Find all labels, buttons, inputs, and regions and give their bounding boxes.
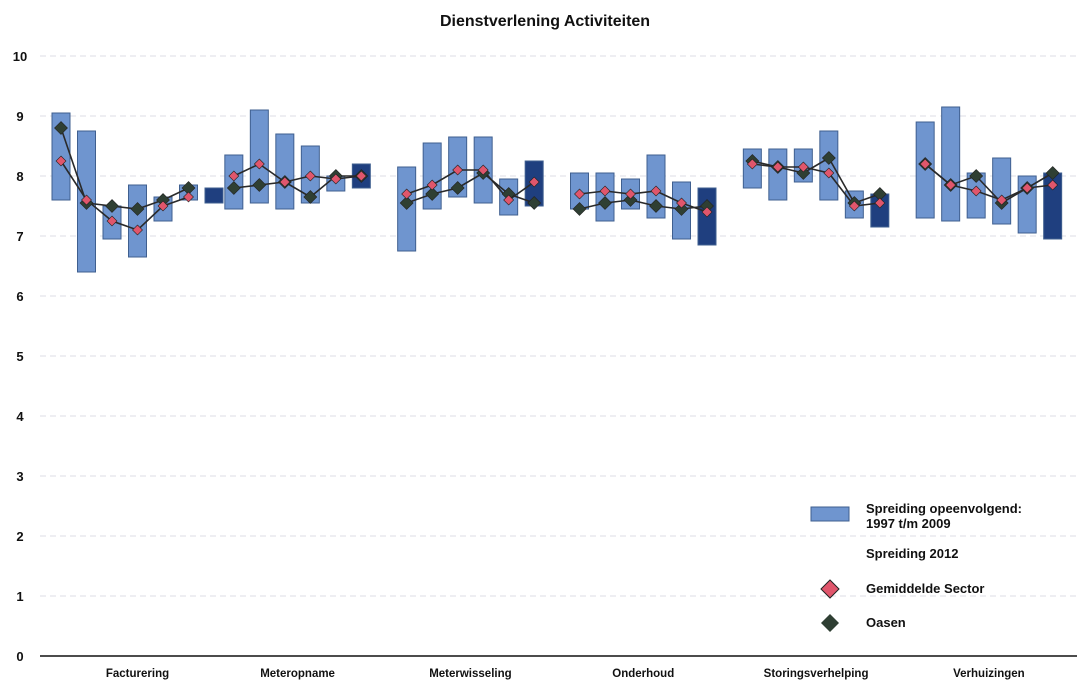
oasen-marker bbox=[821, 151, 836, 165]
y-tick-label: 8 bbox=[16, 169, 23, 184]
oasen-marker bbox=[796, 166, 811, 180]
y-tick-label: 1 bbox=[16, 589, 23, 604]
x-category-label: Meteropname bbox=[260, 668, 335, 680]
gemiddelde-sector-line bbox=[60, 160, 189, 231]
oasen-marker bbox=[105, 199, 119, 213]
oasen-marker bbox=[425, 187, 440, 201]
legend-label-spreiding-line2: 1997 t/m 2009 bbox=[866, 516, 951, 531]
x-category-label: Meterwisseling bbox=[429, 668, 511, 680]
oasen-marker bbox=[598, 196, 612, 210]
range-bar bbox=[819, 130, 839, 201]
legend-swatch-oasen bbox=[821, 614, 839, 632]
gemiddelde-sector-marker bbox=[625, 188, 636, 200]
legend-label-spreiding-2012: Spreiding 2012 bbox=[866, 546, 958, 561]
oasen-marker bbox=[969, 169, 984, 183]
gemiddelde-sector-marker bbox=[574, 188, 585, 200]
gemiddelde-sector-marker bbox=[304, 170, 316, 182]
gemiddelde-sector-marker bbox=[81, 194, 92, 206]
oasen-marker bbox=[623, 193, 638, 207]
legend: Spreiding opeenvolgend: 1997 t/m 2009 Sp… bbox=[810, 501, 1022, 632]
gemiddelde-sector-marker bbox=[183, 191, 194, 203]
gemiddelde-sector-marker bbox=[996, 194, 1008, 206]
gemiddelde-sector-marker bbox=[919, 158, 931, 170]
oasen-marker bbox=[674, 202, 689, 216]
grid-layer: 0 1 2 3 4 5 6 7 8 9 10 bbox=[13, 49, 1077, 664]
oasen-marker bbox=[226, 181, 241, 195]
legend-swatch-spreiding bbox=[810, 506, 850, 522]
y-tick-label: 3 bbox=[16, 469, 23, 484]
gemiddelde-sector-marker bbox=[426, 179, 438, 191]
chart-title: Dienstverlening Activiteiten bbox=[440, 13, 650, 30]
y-tick-label: 5 bbox=[16, 349, 23, 364]
gemiddelde-sector-marker bbox=[55, 155, 67, 167]
gemiddelde-sector-marker bbox=[848, 200, 860, 212]
oasen-marker bbox=[527, 196, 542, 210]
gemiddelde-sector-marker bbox=[676, 197, 687, 209]
gemiddelde-sector-marker bbox=[797, 161, 809, 173]
gemiddelde-sector-marker bbox=[701, 206, 713, 218]
x-axis: Facturering Meteropname Meterwisseling Onde… bbox=[40, 655, 1077, 680]
y-tick-label: 0 bbox=[16, 649, 23, 664]
y-tick-label: 10 bbox=[13, 49, 27, 64]
legend-label-spreiding-line1: Spreiding opeenvolgend: bbox=[866, 501, 1022, 516]
gemiddelde-sector-marker bbox=[746, 158, 758, 170]
gemiddelde-sector-marker bbox=[157, 200, 169, 212]
gemiddelde-sector-marker bbox=[599, 185, 611, 197]
bars-layer bbox=[51, 106, 1063, 273]
y-tick-label: 9 bbox=[16, 109, 23, 124]
gemiddelde-sector-marker bbox=[228, 170, 240, 182]
gemiddelde-sector-marker bbox=[132, 224, 143, 236]
gemiddelde-sector-marker bbox=[106, 215, 118, 227]
gemiddelde-sector-marker bbox=[452, 164, 464, 176]
gemiddelde-sector-marker bbox=[772, 161, 784, 173]
legend-label-gemiddelde-sector: Gemiddelde Sector bbox=[866, 581, 984, 596]
lines-layer bbox=[60, 127, 1054, 231]
gemiddelde-sector-marker bbox=[1047, 179, 1059, 191]
gemiddelde-sector-marker bbox=[528, 176, 540, 188]
x-category-label: Storingsverhelping bbox=[764, 668, 869, 680]
oasen-marker bbox=[649, 199, 663, 213]
gemiddelde-sector-marker bbox=[823, 167, 835, 179]
gemiddelde-sector-marker bbox=[477, 164, 489, 176]
gemiddelde-sector-marker bbox=[401, 188, 413, 200]
range-bar-2012 bbox=[204, 187, 224, 204]
markers-layer bbox=[54, 121, 1060, 236]
oasen-marker bbox=[54, 121, 68, 135]
gemiddelde-sector-marker bbox=[253, 158, 265, 170]
gemiddelde-sector-line bbox=[406, 169, 535, 202]
y-tick-label: 6 bbox=[16, 289, 23, 304]
oasen-marker bbox=[450, 181, 465, 195]
oasen-marker bbox=[1045, 166, 1060, 180]
range-bar bbox=[992, 157, 1012, 225]
range-bar bbox=[275, 133, 295, 210]
legend-swatch-gemiddelde-sector bbox=[820, 579, 840, 599]
gemiddelde-sector-marker bbox=[874, 197, 886, 209]
oasen-marker bbox=[399, 196, 414, 210]
range-bar bbox=[941, 106, 961, 222]
range-bar bbox=[128, 184, 147, 258]
oasen-marker bbox=[252, 178, 267, 192]
y-tick-label: 4 bbox=[16, 409, 24, 424]
oasen-marker bbox=[130, 202, 145, 216]
gemiddelde-sector-marker bbox=[650, 185, 662, 197]
gemiddelde-sector-marker bbox=[1021, 182, 1033, 194]
y-tick-label: 2 bbox=[16, 529, 23, 544]
x-category-label: Verhuizingen bbox=[953, 668, 1025, 680]
gemiddelde-sector-marker bbox=[279, 176, 291, 188]
gemiddelde-sector-marker bbox=[503, 194, 515, 206]
range-bar bbox=[249, 109, 269, 204]
range-bar bbox=[768, 148, 788, 201]
x-category-label: Facturering bbox=[106, 668, 169, 680]
oasen-marker bbox=[572, 202, 587, 216]
gemiddelde-sector-marker bbox=[970, 185, 982, 197]
gemiddelde-sector-marker bbox=[330, 173, 342, 185]
y-tick-label: 7 bbox=[16, 229, 23, 244]
gemiddelde-sector-marker bbox=[945, 179, 957, 191]
gemiddelde-sector-marker bbox=[355, 170, 367, 182]
x-category-label: Onderhoud bbox=[612, 668, 674, 680]
oasen-marker bbox=[303, 190, 318, 204]
legend-label-oasen: Oasen bbox=[866, 615, 906, 630]
